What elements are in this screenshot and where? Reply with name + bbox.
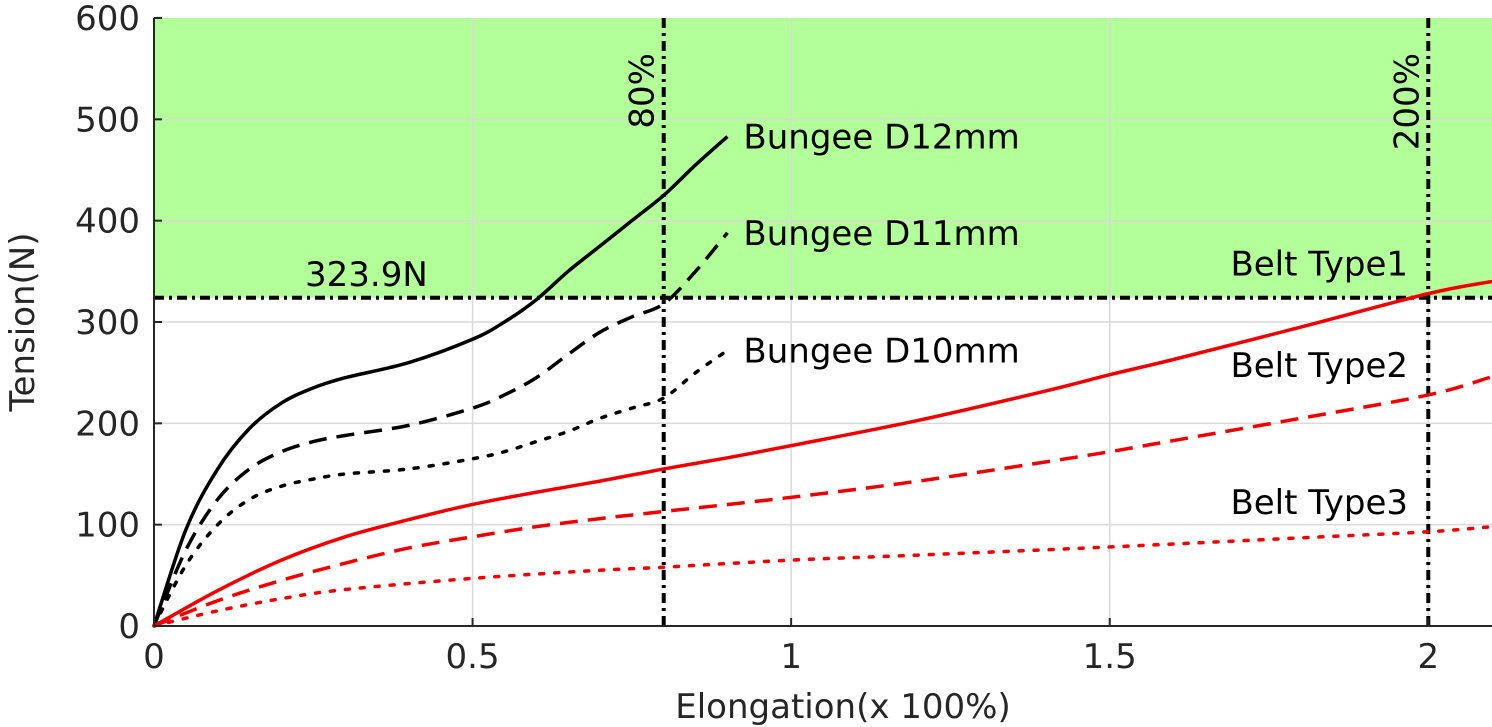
x-tick-label: 2: [1417, 637, 1439, 677]
y-tick-label: 0: [118, 607, 140, 647]
y-tick-label: 100: [75, 506, 140, 546]
threshold-lines: [154, 18, 1492, 626]
series-label-4: Belt Type2: [1230, 346, 1408, 386]
series-line-2: [152, 348, 730, 628]
series-label-2: Bungee D10mm: [743, 331, 1019, 371]
x-tick-label: 0.5: [446, 637, 500, 677]
y-tick-label: 200: [75, 404, 140, 444]
axes: [153, 17, 1492, 627]
vline-label-0: 80%: [623, 53, 663, 129]
y-axis-title: Tension(N): [3, 233, 43, 413]
x-tick-label: 1.5: [1083, 637, 1137, 677]
safe-zone: [154, 18, 1492, 298]
series-line-0: [152, 135, 729, 627]
series-label-3: Belt Type1: [1230, 245, 1408, 285]
chart-text: 0 0.5 1 1.5 2 0 100 200 300 400 500 600 Elongation(x…: [3, 0, 1439, 727]
safe-zone-layer: [154, 18, 1492, 298]
series-line-5: [152, 524, 1492, 628]
x-axis-title: Elongation(x 100%): [675, 687, 1010, 727]
series-label-1: Bungee D11mm: [743, 214, 1019, 254]
vline-label-1: 200%: [1387, 53, 1427, 150]
series-lines: [152, 135, 1492, 628]
series-label-5: Belt Type3: [1230, 483, 1408, 523]
series-line-3: [153, 279, 1492, 628]
y-tick-label: 300: [75, 303, 140, 343]
y-tick-label: 400: [75, 202, 140, 242]
y-tick-label: 500: [75, 100, 140, 140]
series-line-4: [153, 375, 1492, 628]
series-label-0: Bungee D12mm: [743, 118, 1019, 158]
y-tick-label: 600: [75, 0, 140, 39]
x-tick-label: 0: [143, 637, 165, 677]
threshold-label: 323.9N: [305, 255, 428, 295]
x-tick-label: 1: [780, 637, 802, 677]
